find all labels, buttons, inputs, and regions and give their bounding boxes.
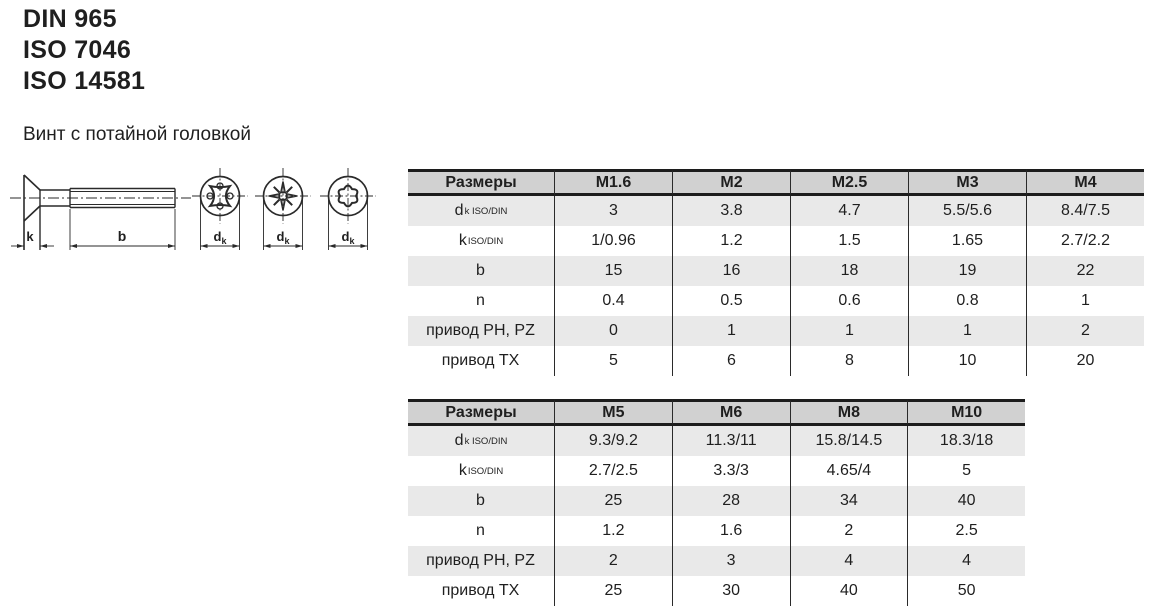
table-cell: 4.65/4 bbox=[789, 456, 908, 486]
table-cell: 3 bbox=[554, 196, 672, 226]
table-cell: 5.5/5.6 bbox=[908, 196, 1026, 226]
table-cell: 6 bbox=[672, 346, 790, 376]
table-cell: 3.3/3 bbox=[671, 456, 790, 486]
table-cell: 25 bbox=[554, 486, 672, 516]
table-cell: 5 bbox=[907, 456, 1025, 486]
table-cell: 1.2 bbox=[554, 516, 672, 546]
table-cell: 1 bbox=[1026, 286, 1144, 316]
table-header-cell: M2 bbox=[672, 169, 790, 196]
technical-drawing: k b dk bbox=[10, 168, 376, 250]
table-cell: 1.2 bbox=[672, 226, 790, 256]
table-header-cell: M4 bbox=[1026, 169, 1144, 196]
product-title: Винт с потайной головкой bbox=[23, 124, 251, 145]
table-cell: 4 bbox=[907, 546, 1025, 576]
dimension-label-k: k bbox=[26, 229, 34, 244]
standard-iso-1: ISO 7046 bbox=[23, 36, 132, 64]
table-header-cell: M5 bbox=[554, 399, 672, 426]
table-cell: 2 bbox=[1026, 316, 1144, 346]
row-label: n bbox=[476, 522, 485, 539]
standard-iso-2: ISO 14581 bbox=[23, 67, 146, 95]
table-cell: 2 bbox=[789, 516, 908, 546]
table-header-cell: Размеры bbox=[408, 399, 554, 426]
row-label: b bbox=[408, 486, 554, 516]
table-cell: 1 bbox=[790, 316, 908, 346]
table-cell: 4.7 bbox=[790, 196, 908, 226]
table-cell: 0.5 bbox=[672, 286, 790, 316]
table-cell: 3 bbox=[671, 546, 790, 576]
row-label: k ISO/DIN bbox=[458, 462, 504, 479]
table-cell: 11.3/11 bbox=[671, 426, 790, 456]
table-cell: 5 bbox=[554, 346, 672, 376]
table-cell: 1.65 bbox=[908, 226, 1026, 256]
pozidriv-head-view: dk bbox=[255, 168, 311, 250]
standard-din: DIN 965 bbox=[23, 5, 117, 33]
table-cell: 0 bbox=[554, 316, 672, 346]
table-header-cell: Размеры bbox=[408, 169, 554, 196]
table-cell: 2.7/2.2 bbox=[1026, 226, 1144, 256]
table-cell: 40 bbox=[789, 576, 908, 606]
table-cell: 20 bbox=[1026, 346, 1144, 376]
table-cell: 1.6 bbox=[671, 516, 790, 546]
table-cell: 1.5 bbox=[790, 226, 908, 256]
table-header-cell: M3 bbox=[908, 169, 1026, 196]
table-cell: 10 bbox=[908, 346, 1026, 376]
table-cell: 30 bbox=[671, 576, 790, 606]
standards-block: DIN 965 ISO 7046 ISO 14581 bbox=[23, 4, 145, 97]
row-label: k ISO/DIN bbox=[458, 232, 504, 249]
row-label: привод TX bbox=[441, 582, 520, 599]
table-header-cell: M2.5 bbox=[790, 169, 908, 196]
table-cell: 22 bbox=[1026, 256, 1144, 286]
table-cell: 15.8/14.5 bbox=[789, 426, 908, 456]
screw-side-view: k b bbox=[10, 174, 191, 250]
table-cell: 0.4 bbox=[554, 286, 672, 316]
table-cell: 1 bbox=[672, 316, 790, 346]
row-label: привод PH, PZ bbox=[408, 316, 554, 346]
dimension-label-dk-ph: dk bbox=[214, 229, 228, 246]
table-cell: 40 bbox=[907, 486, 1025, 516]
table-cell: 28 bbox=[671, 486, 790, 516]
table-header-cell: M1.6 bbox=[554, 169, 672, 196]
table-cell: 18 bbox=[790, 256, 908, 286]
dimension-label-dk-pz: dk bbox=[277, 229, 291, 246]
table-cell: 2.5 bbox=[907, 516, 1025, 546]
table-cell: 34 bbox=[789, 486, 908, 516]
table-cell: 0.6 bbox=[790, 286, 908, 316]
table-cell: 1/0.96 bbox=[554, 226, 672, 256]
table-cell: 4 bbox=[789, 546, 908, 576]
torx-head-view: dk bbox=[320, 168, 376, 250]
row-label: b bbox=[408, 256, 554, 286]
table-cell: 9.3/9.2 bbox=[554, 426, 672, 456]
phillips-head-view: dk bbox=[192, 168, 248, 250]
table-cell: 16 bbox=[672, 256, 790, 286]
table-cell: 25 bbox=[554, 576, 672, 606]
dimension-label-dk-tx: dk bbox=[342, 229, 356, 246]
table-cell: 3.8 bbox=[672, 196, 790, 226]
table-cell: 2 bbox=[554, 546, 672, 576]
dimension-label-b: b bbox=[118, 228, 127, 244]
row-label: n bbox=[476, 292, 485, 309]
table-header-cell: M6 bbox=[671, 399, 790, 426]
table-header-cell: M8 bbox=[789, 399, 908, 426]
row-label: привод PH, PZ bbox=[408, 546, 554, 576]
table-cell: 0.8 bbox=[908, 286, 1026, 316]
table-header-cell: M10 bbox=[907, 399, 1025, 426]
row-label: привод TX bbox=[441, 352, 520, 369]
table-cell: 15 bbox=[554, 256, 672, 286]
table-cell: 50 bbox=[907, 576, 1025, 606]
table-cell: 1 bbox=[908, 316, 1026, 346]
table-cell: 18.3/18 bbox=[907, 426, 1025, 456]
table-cell: 8 bbox=[790, 346, 908, 376]
table-cell: 8.4/7.5 bbox=[1026, 196, 1144, 226]
table-cell: 2.7/2.5 bbox=[554, 456, 672, 486]
table-cell: 19 bbox=[908, 256, 1026, 286]
